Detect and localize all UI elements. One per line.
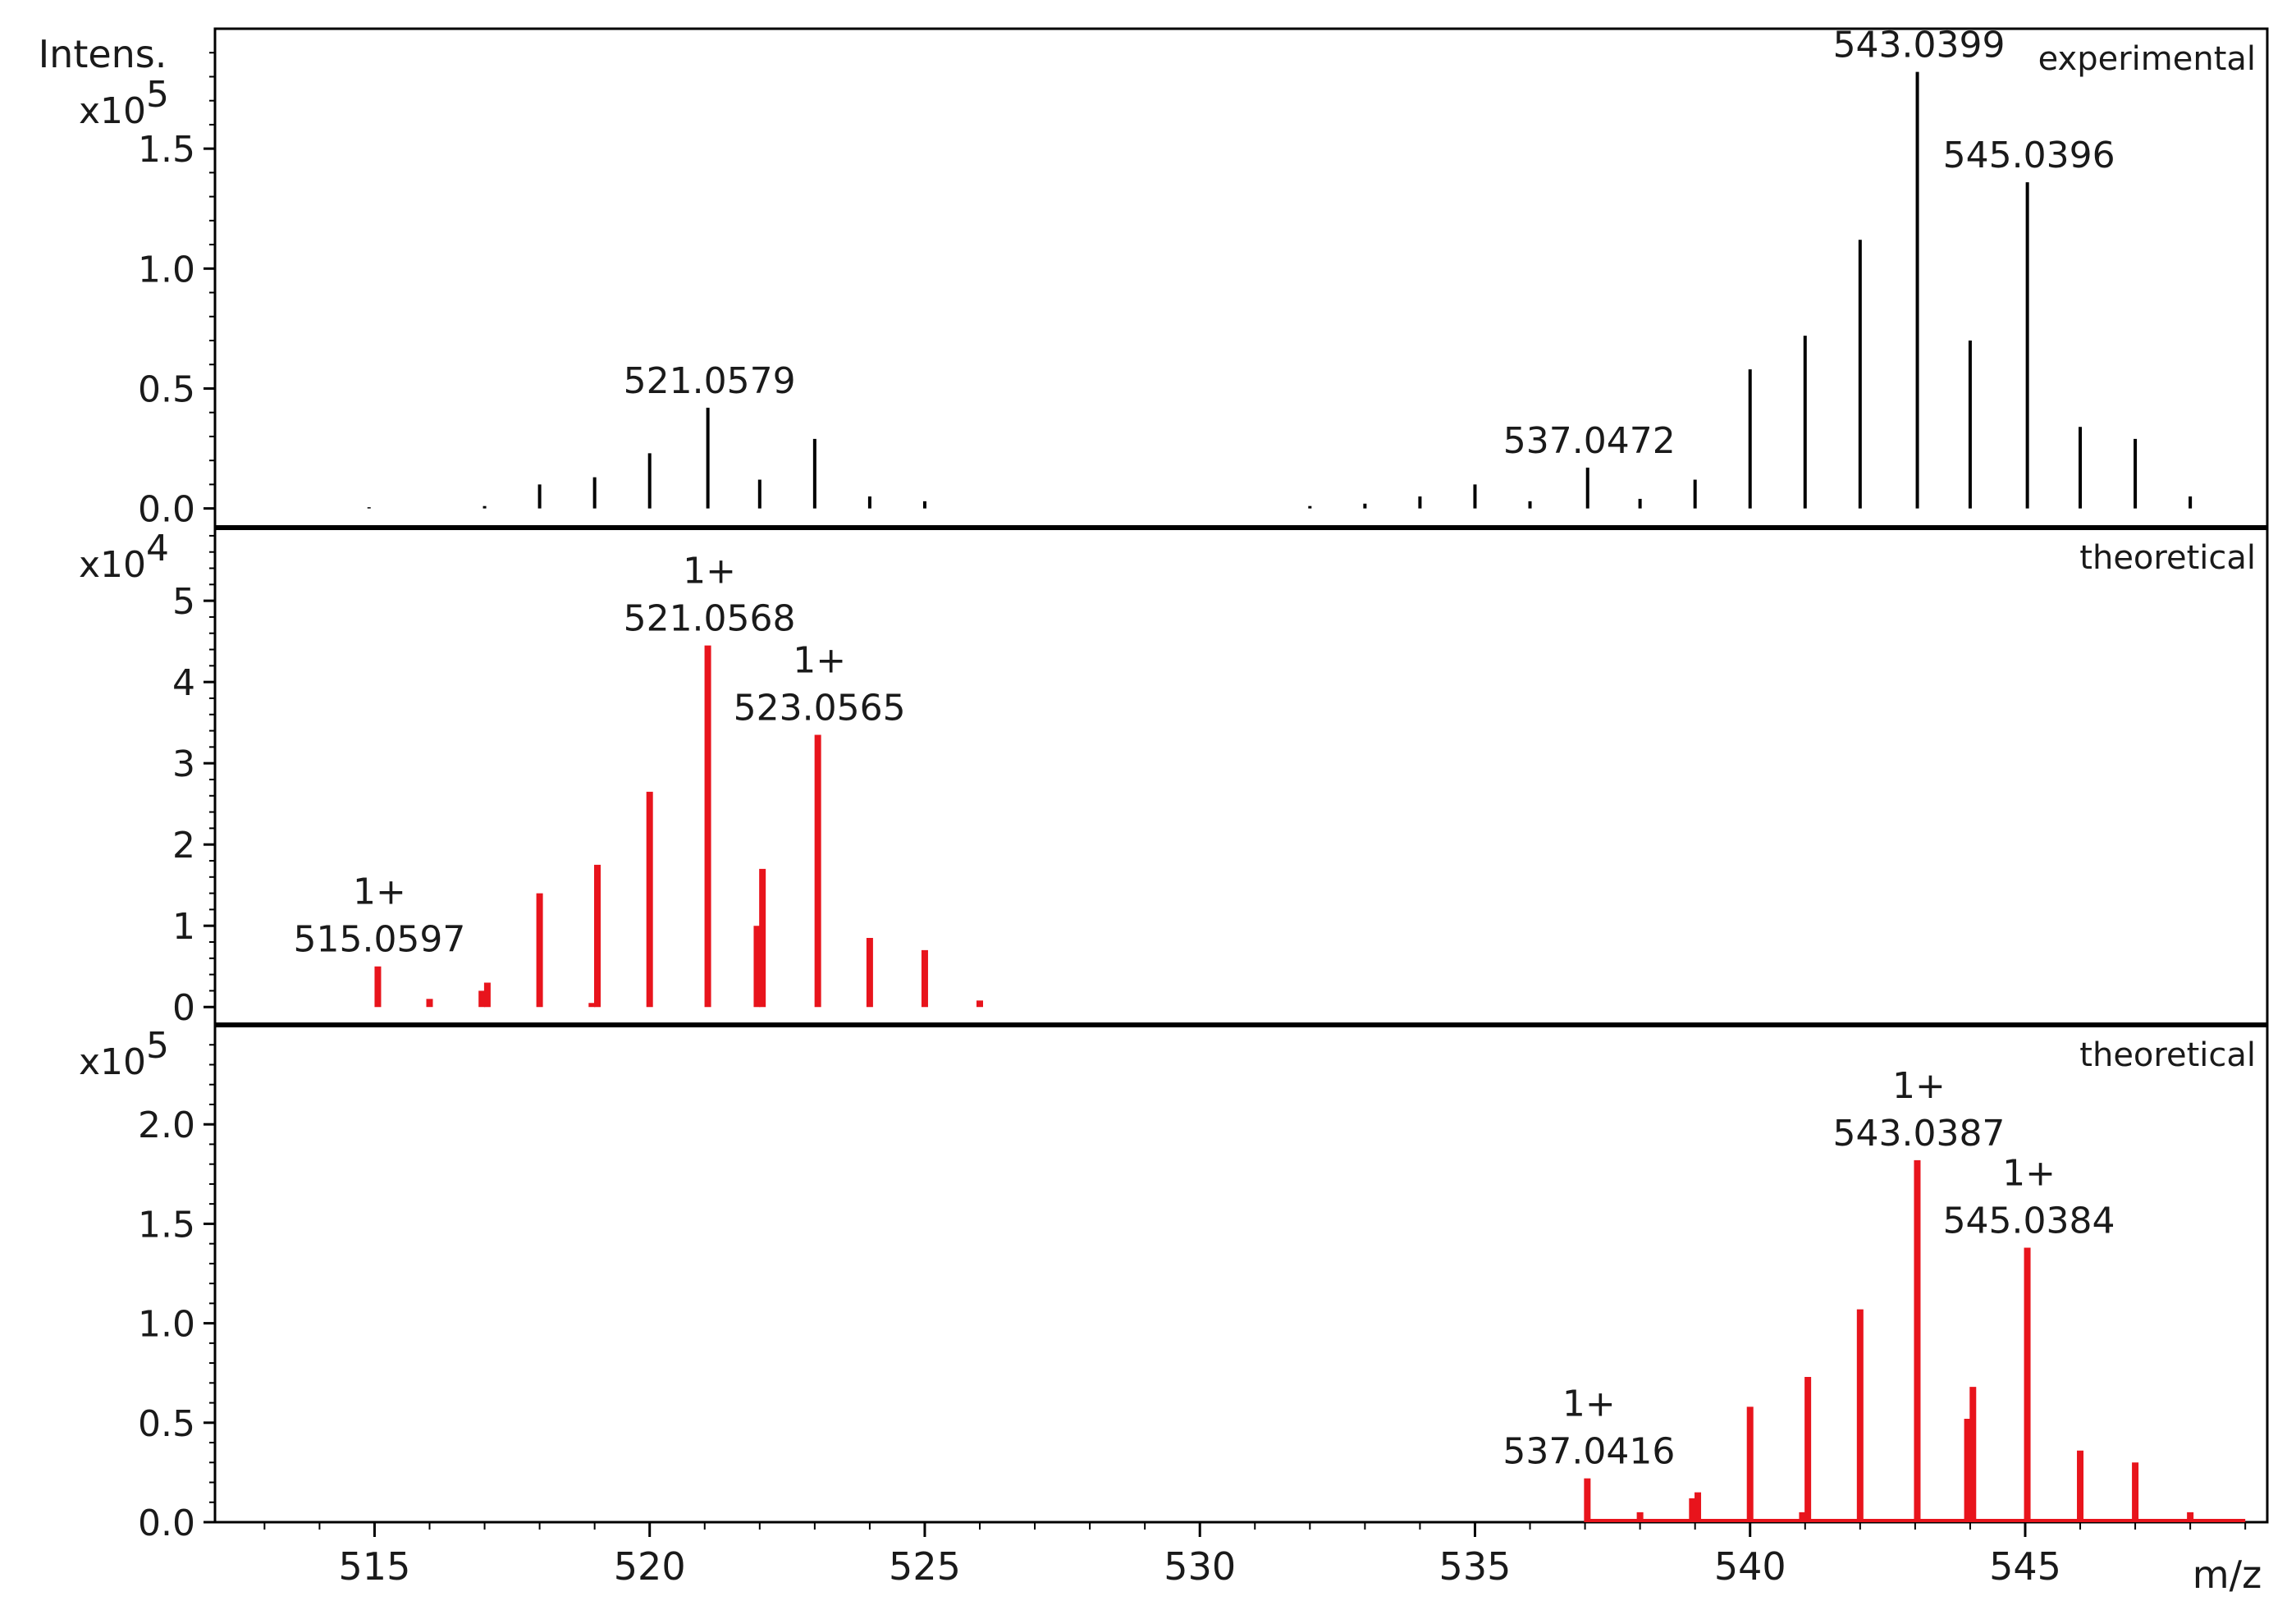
x-tick-label: 535 — [1439, 1544, 1512, 1589]
peak-label: 537.0472 — [1503, 420, 1676, 462]
y-tick-label: 0.5 — [138, 1403, 195, 1445]
y-tick-label: 4 — [172, 662, 195, 704]
peak-label: 521.0579 — [624, 360, 796, 402]
y-axis-label: Intens. — [39, 32, 167, 76]
multiplier-exponent: 5 — [146, 74, 169, 116]
x-tick-label: 540 — [1714, 1544, 1786, 1589]
peak-label: 543.0387 — [1832, 1113, 2005, 1155]
peak-label: 515.0597 — [293, 919, 465, 961]
x-tick-label: 520 — [614, 1544, 686, 1589]
peak-label: 543.0399 — [1833, 25, 2006, 66]
x-axis-label: m/z — [2193, 1553, 2262, 1597]
y-tick-label: 2 — [172, 825, 195, 867]
panel-label: experimental — [2038, 40, 2256, 78]
peak-charge-label: 1+ — [2002, 1152, 2056, 1194]
y-tick-label: 0.0 — [138, 1502, 195, 1544]
panel-label: theoretical — [2079, 1036, 2256, 1074]
peak-label: 545.0384 — [1943, 1200, 2115, 1242]
peak-charge-label: 1+ — [683, 551, 736, 592]
chart-marks: 0.00.51.01.5x105experimental521.0579537.… — [79, 25, 2269, 1589]
peak-charge-label: 1+ — [353, 871, 406, 913]
multiplier-base: x10 — [79, 544, 146, 586]
y-tick-label: 1.5 — [138, 1204, 195, 1246]
x-tick-label: 515 — [339, 1544, 411, 1589]
x-tick-label: 530 — [1164, 1544, 1236, 1589]
y-tick-label: 0.0 — [138, 489, 195, 531]
y-multiplier: x105 — [79, 1025, 169, 1083]
x-axis: 515 520 525 530 535 540 545 — [263, 1522, 2247, 1589]
y-tick-label: 1 — [172, 906, 195, 948]
y-tick-label: 1.0 — [138, 249, 195, 290]
multiplier-base: x10 — [79, 90, 146, 132]
multiplier-base: x10 — [79, 1041, 146, 1083]
plot-frame — [213, 27, 2269, 1524]
panel-label: theoretical — [2079, 539, 2256, 577]
y-tick-label: 2.0 — [138, 1104, 195, 1146]
peak-charge-label: 1+ — [793, 640, 846, 682]
multiplier-exponent: 5 — [146, 1025, 169, 1067]
y-tick-label: 0 — [172, 987, 195, 1029]
peak-label: 523.0565 — [734, 688, 906, 729]
y-tick-label: 1.0 — [138, 1304, 195, 1346]
peak-charge-label: 1+ — [1562, 1383, 1616, 1425]
x-tick-label: 525 — [889, 1544, 961, 1589]
x-tick-label: 545 — [1989, 1544, 2061, 1589]
y-multiplier: x105 — [79, 74, 169, 132]
multiplier-exponent: 4 — [146, 528, 169, 569]
y-tick-label: 3 — [172, 743, 195, 785]
peak-label: 545.0396 — [1943, 135, 2115, 176]
y-tick-label: 1.5 — [138, 129, 195, 171]
y-multiplier: x104 — [79, 528, 169, 586]
y-tick-label: 5 — [172, 581, 195, 623]
peak-charge-label: 1+ — [1892, 1065, 1946, 1107]
peak-label: 521.0568 — [624, 598, 796, 640]
panel-theoretical-2: 0.0 0.5 1.0 1.5 2.0 x105 theoretical 537.0416 1+… — [79, 1025, 2256, 1544]
peak-label: 537.0416 — [1502, 1431, 1675, 1473]
y-tick-label: 0.5 — [138, 368, 195, 410]
